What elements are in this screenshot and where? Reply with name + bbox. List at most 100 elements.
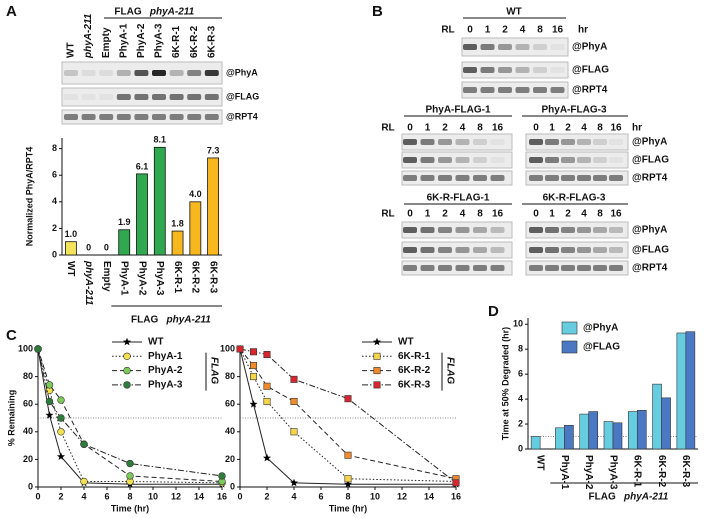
- band: [561, 227, 575, 233]
- series-line: [239, 348, 457, 482]
- time-label: 16: [492, 209, 504, 220]
- y-tick-label: 0: [52, 249, 57, 259]
- band: [577, 247, 591, 253]
- band: [403, 227, 417, 233]
- unit-label: hr: [578, 25, 588, 36]
- value-label: 1.9: [118, 217, 131, 227]
- y-tick-label: 60: [23, 399, 33, 409]
- band: [490, 175, 505, 181]
- bar: [652, 383, 662, 450]
- time-label: 16: [610, 209, 622, 220]
- time-label: 2: [442, 123, 448, 134]
- marker: [344, 475, 352, 483]
- value-label: 1.0: [65, 229, 78, 239]
- marker: [344, 451, 352, 459]
- time-label: 2: [502, 25, 508, 36]
- blot: [525, 221, 629, 239]
- band: [490, 247, 505, 253]
- band: [490, 265, 505, 271]
- bar: [64, 241, 77, 256]
- y-tick-label: 6: [518, 369, 523, 379]
- series-line: [37, 348, 223, 477]
- x-tick-label: 4: [291, 491, 296, 501]
- marker: [80, 440, 88, 448]
- bar: [579, 413, 590, 450]
- time-label: 1: [425, 209, 431, 220]
- bar: [603, 421, 614, 450]
- band: [420, 227, 435, 233]
- marker: [126, 472, 134, 480]
- marker: [236, 345, 244, 353]
- band: [152, 94, 166, 100]
- band: [116, 94, 131, 100]
- x-tick-label: Empty: [101, 261, 112, 292]
- band: [473, 265, 487, 271]
- band: [455, 157, 470, 163]
- band: [169, 94, 184, 100]
- y-tick-label: 0: [230, 481, 235, 491]
- band: [609, 265, 623, 271]
- x-axis-label: Time (hr): [111, 503, 149, 513]
- antibody-label: @FLAG: [226, 91, 259, 101]
- band: [515, 44, 530, 50]
- marker: [34, 345, 42, 353]
- x-tick-label: 6K-R-3: [680, 455, 691, 488]
- band: [64, 114, 78, 120]
- marker: [250, 373, 258, 381]
- band: [438, 139, 452, 145]
- time-label: 4: [581, 209, 587, 220]
- band: [529, 247, 543, 253]
- time-label: 2: [565, 209, 571, 220]
- band: [561, 157, 575, 163]
- bar: [612, 422, 623, 450]
- series-line: [239, 348, 456, 485]
- value-label: 0: [104, 242, 109, 252]
- antibody-label: @FLAG: [572, 65, 609, 76]
- band: [438, 265, 452, 271]
- y-tick-label: 8: [518, 344, 523, 354]
- band: [420, 175, 435, 181]
- bar: [555, 427, 565, 450]
- band: [545, 175, 559, 181]
- band: [403, 265, 417, 271]
- legend-label: WT: [148, 337, 164, 348]
- x-tick-label: 6K-R-2: [190, 261, 201, 294]
- marker: [45, 411, 54, 419]
- y-tick-label: 40: [23, 426, 33, 436]
- marker: [218, 472, 226, 480]
- band: [593, 265, 607, 271]
- marker: [57, 452, 65, 460]
- marker: [57, 428, 65, 436]
- band: [545, 157, 559, 163]
- y-tick-label: 2: [52, 223, 57, 233]
- time-label: 8: [477, 209, 483, 220]
- blot: [525, 241, 629, 259]
- x-tick-label: 6K-R-1: [172, 261, 183, 294]
- rl-label: RL: [441, 25, 454, 36]
- marker: [126, 459, 134, 468]
- legend-label: PhyA-2: [148, 365, 183, 376]
- group-label: FLAG: [589, 492, 616, 503]
- band: [498, 67, 512, 73]
- blot-title: 6K-R-FLAG-1: [427, 193, 490, 204]
- marker: [290, 478, 298, 487]
- marker: [57, 396, 65, 404]
- value-label: 6.1: [136, 161, 149, 171]
- x-tick-label: 14: [424, 491, 434, 501]
- time-label: 4: [581, 123, 587, 134]
- x-tick-label: 4: [81, 491, 86, 501]
- lane-label: phyA-211: [83, 13, 94, 59]
- antibody-label: @RPT4: [572, 85, 608, 96]
- bar: [564, 424, 574, 450]
- y-tick-label: 6: [52, 170, 57, 180]
- x-tick-label: 16: [217, 491, 227, 501]
- band: [609, 247, 623, 253]
- time-label: 4: [520, 25, 526, 36]
- band: [455, 175, 470, 181]
- x-tick-label: 2: [264, 491, 269, 501]
- legend-marker: [373, 352, 381, 360]
- value-label: 8.1: [154, 135, 167, 145]
- band: [498, 44, 512, 50]
- legend-marker: [123, 352, 131, 360]
- band: [515, 67, 530, 73]
